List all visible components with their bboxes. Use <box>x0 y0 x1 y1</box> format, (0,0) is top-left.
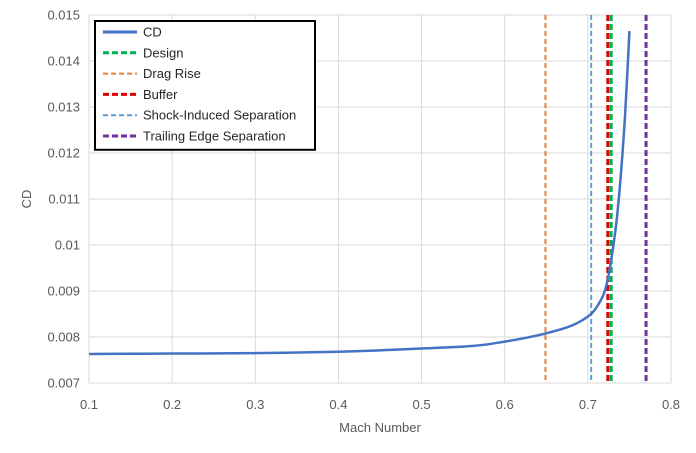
tick-labels: 0.007 0.008 0.009 0.01 0.011 0.012 0.013 0.014 0… <box>47 8 680 413</box>
reference-lines <box>544 15 648 383</box>
x-tick-label: 0.7 <box>579 397 597 412</box>
y-tick-label: 0.01 <box>55 238 80 253</box>
x-tick-label: 0.1 <box>80 397 98 412</box>
x-tick-label: 0.2 <box>163 397 181 412</box>
legend-label: Drag Rise <box>143 66 201 81</box>
x-tick-label: 0.6 <box>496 397 514 412</box>
series-line-cd <box>88 31 631 356</box>
y-tick-label: 0.012 <box>47 146 80 161</box>
legend: CD Design Drag Rise Buffer Shock-Induced Sep… <box>94 20 316 151</box>
legend-label: CD <box>143 25 162 40</box>
y-tick-label: 0.015 <box>47 8 80 23</box>
y-axis-title: CD <box>19 190 34 209</box>
legend-box <box>94 20 316 151</box>
y-tick-label: 0.013 <box>47 100 80 115</box>
x-tick-label: 0.4 <box>329 397 347 412</box>
legend-label: Shock-Induced Separation <box>143 108 296 123</box>
y-tick-label: 0.009 <box>47 284 80 299</box>
y-tick-label: 0.007 <box>47 376 80 391</box>
x-axis-title: Mach Number <box>339 420 421 435</box>
x-tick-label: 0.3 <box>246 397 264 412</box>
y-tick-label: 0.008 <box>47 330 80 345</box>
x-tick-label: 0.5 <box>413 397 431 412</box>
x-tick-label: 0.8 <box>662 397 680 412</box>
series-lines <box>88 31 631 356</box>
legend-label: Trailing Edge Separation <box>143 129 286 144</box>
legend-label: Buffer <box>143 87 178 102</box>
y-tick-label: 0.011 <box>48 192 80 207</box>
y-tick-label: 0.014 <box>47 54 80 69</box>
legend-label: Design <box>143 45 183 60</box>
